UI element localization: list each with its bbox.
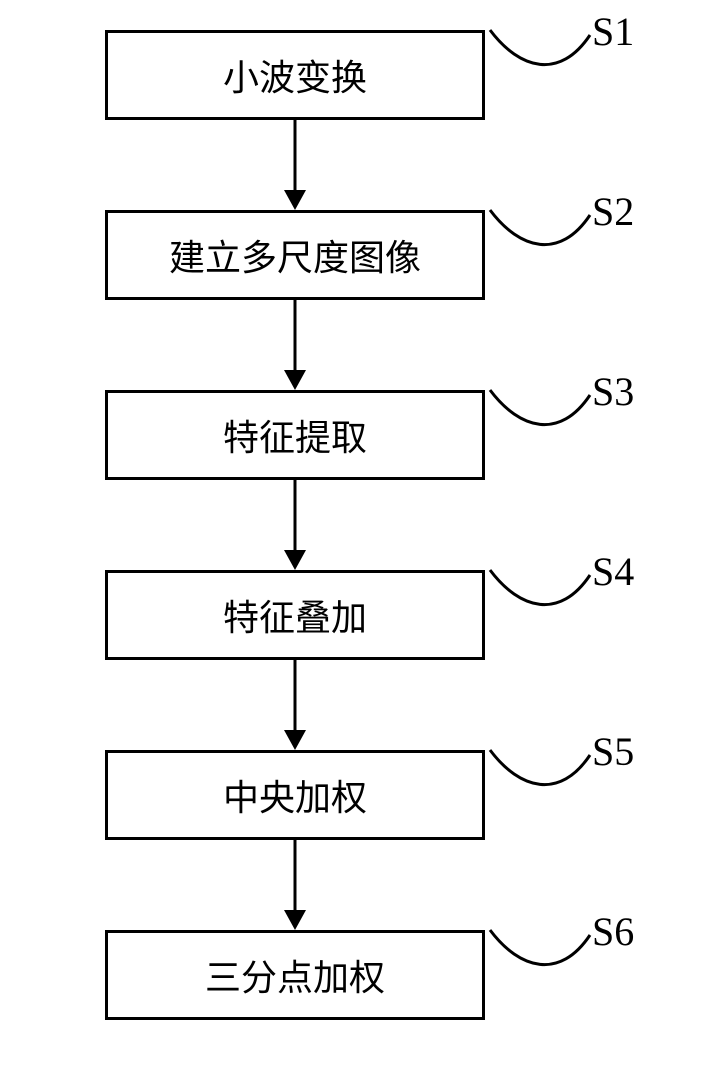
connector-s6 (0, 0, 728, 1091)
flowchart-canvas: 小波变换 S1 建立多尺度图像 S2 特征提取 S3 特征叠加 S4 (0, 0, 728, 1091)
